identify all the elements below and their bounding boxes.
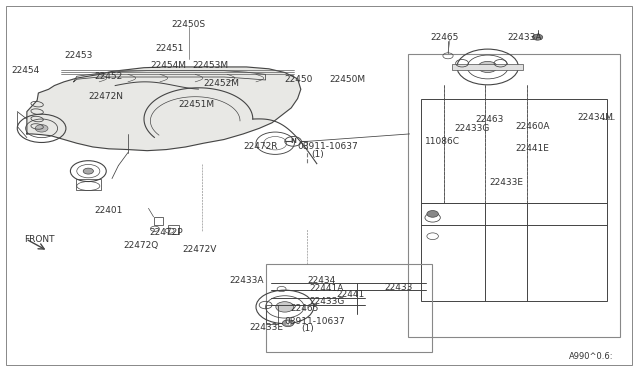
Bar [168, 225, 179, 234]
Text: FRONT: FRONT [24, 235, 55, 244]
Text: 22433A: 22433A [229, 276, 264, 285]
Text: 22454: 22454 [12, 66, 40, 75]
Text: 08911-10637: 08911-10637 [285, 317, 346, 326]
Bar [421, 99, 607, 203]
Text: 22453: 22453 [64, 51, 92, 60]
Text: 22472P: 22472P [149, 228, 183, 237]
Text: 22451: 22451 [156, 44, 184, 53]
Text: 22472N: 22472N [88, 92, 124, 101]
Bar [76, 179, 101, 190]
Text: (1): (1) [301, 324, 314, 333]
Bar [408, 54, 620, 337]
Text: 22454M: 22454M [150, 61, 186, 70]
Text: 22433A: 22433A [508, 33, 542, 42]
Bar [452, 64, 523, 70]
Bar [154, 217, 163, 225]
Text: 22450: 22450 [285, 76, 313, 84]
Circle shape [35, 125, 48, 132]
Text: 22451M: 22451M [178, 100, 214, 109]
Polygon shape [27, 67, 301, 151]
Text: 22452: 22452 [95, 72, 123, 81]
Bar [266, 264, 432, 352]
Text: 22450M: 22450M [330, 76, 365, 84]
Circle shape [532, 34, 543, 40]
Text: 22433G: 22433G [309, 297, 344, 306]
Circle shape [276, 302, 294, 312]
Circle shape [427, 211, 438, 217]
Text: 22441E: 22441E [515, 144, 549, 153]
Text: 22465: 22465 [290, 304, 318, 313]
Bar [421, 203, 607, 301]
Circle shape [83, 168, 93, 174]
Text: 22441A: 22441A [309, 284, 344, 293]
Text: N: N [285, 321, 291, 326]
Text: 22453M: 22453M [192, 61, 228, 70]
Text: 22452M: 22452M [204, 79, 239, 88]
Text: 22433G: 22433G [454, 124, 490, 133]
Text: 08911-10637: 08911-10637 [298, 142, 358, 151]
Text: 11086C: 11086C [425, 137, 460, 146]
Text: 22460A: 22460A [516, 122, 550, 131]
Text: 22434: 22434 [307, 276, 335, 285]
Text: N: N [290, 138, 296, 144]
Circle shape [478, 61, 497, 73]
Text: 22434M: 22434M [577, 113, 613, 122]
Text: A990^0.6:: A990^0.6: [568, 352, 613, 361]
Text: (1): (1) [312, 150, 324, 159]
Text: 22472R: 22472R [243, 142, 278, 151]
Bar [266, 305, 278, 324]
Text: 22450S: 22450S [172, 20, 206, 29]
Text: 22433E: 22433E [250, 323, 284, 332]
Text: 22441: 22441 [336, 291, 364, 299]
Text: 22465: 22465 [430, 33, 458, 42]
Text: 22472V: 22472V [182, 245, 217, 254]
Text: 22433E: 22433E [490, 178, 524, 187]
Circle shape [282, 320, 294, 327]
Text: 22433: 22433 [384, 283, 412, 292]
Text: 22472Q: 22472Q [124, 241, 159, 250]
Text: 22463: 22463 [475, 115, 503, 124]
Text: 22401: 22401 [95, 206, 123, 215]
